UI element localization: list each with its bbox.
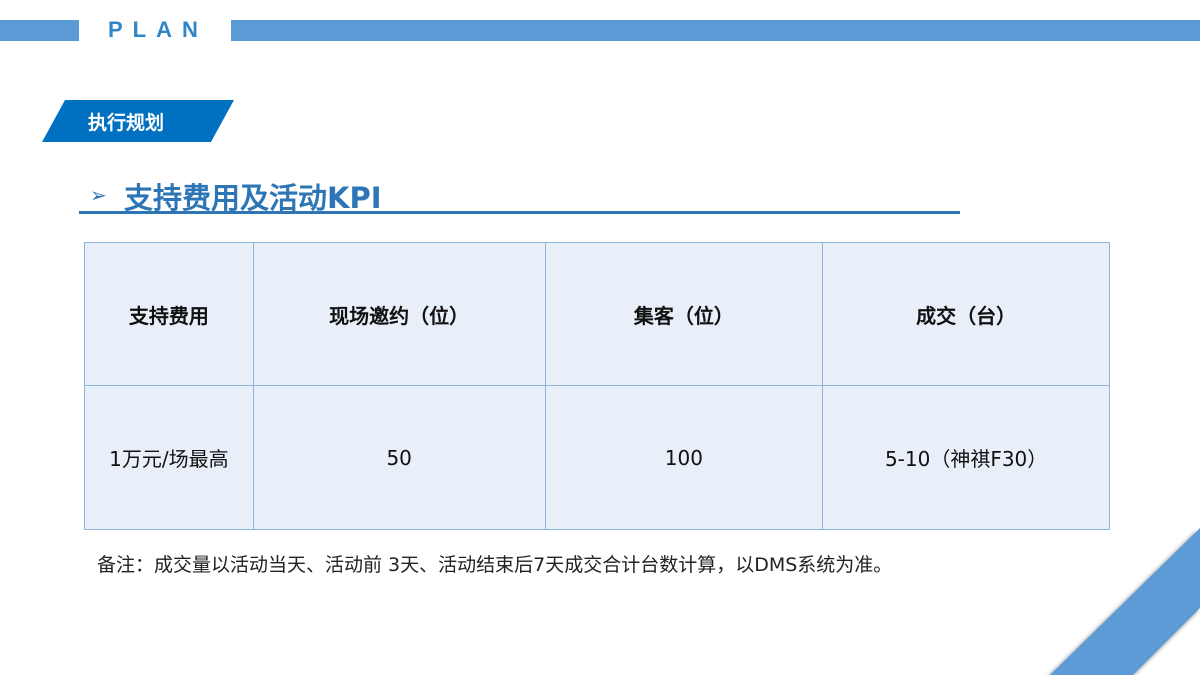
table-header: 支持费用 (84, 242, 254, 386)
heading-title: 支持费用及活动KPI (124, 181, 382, 215)
heading-underline (79, 211, 960, 214)
table-header: 现场邀约（位） (252, 242, 546, 386)
section-tag-shape (42, 100, 234, 142)
arrow-bullet-icon: ➢ (90, 183, 107, 207)
header-bar-right (231, 20, 1200, 41)
table-header-row: 支持费用 现场邀约（位） 集客（位） 成交（台） (84, 242, 1110, 386)
table-cell: 50 (252, 385, 546, 530)
header-label: PLAN (108, 17, 208, 42)
footnote: 备注：成交量以活动当天、活动前 3天、活动结束后7天成交合计台数计算，以DMS系… (97, 554, 893, 576)
table-cell: 100 (544, 385, 824, 530)
table-row: 1万元/场最高 50 100 5-10（神祺F30） (84, 385, 1110, 530)
table-cell: 5-10（神祺F30） (822, 385, 1110, 530)
kpi-table: 支持费用 现场邀约（位） 集客（位） 成交（台） 1万元/场最高 50 100 … (84, 242, 1110, 530)
table-header: 集客（位） (544, 242, 824, 386)
table-cell: 1万元/场最高 (84, 385, 254, 530)
header-bar-left (0, 20, 79, 41)
section-tag: 执行规划 (88, 112, 165, 134)
table-header: 成交（台） (822, 242, 1110, 386)
